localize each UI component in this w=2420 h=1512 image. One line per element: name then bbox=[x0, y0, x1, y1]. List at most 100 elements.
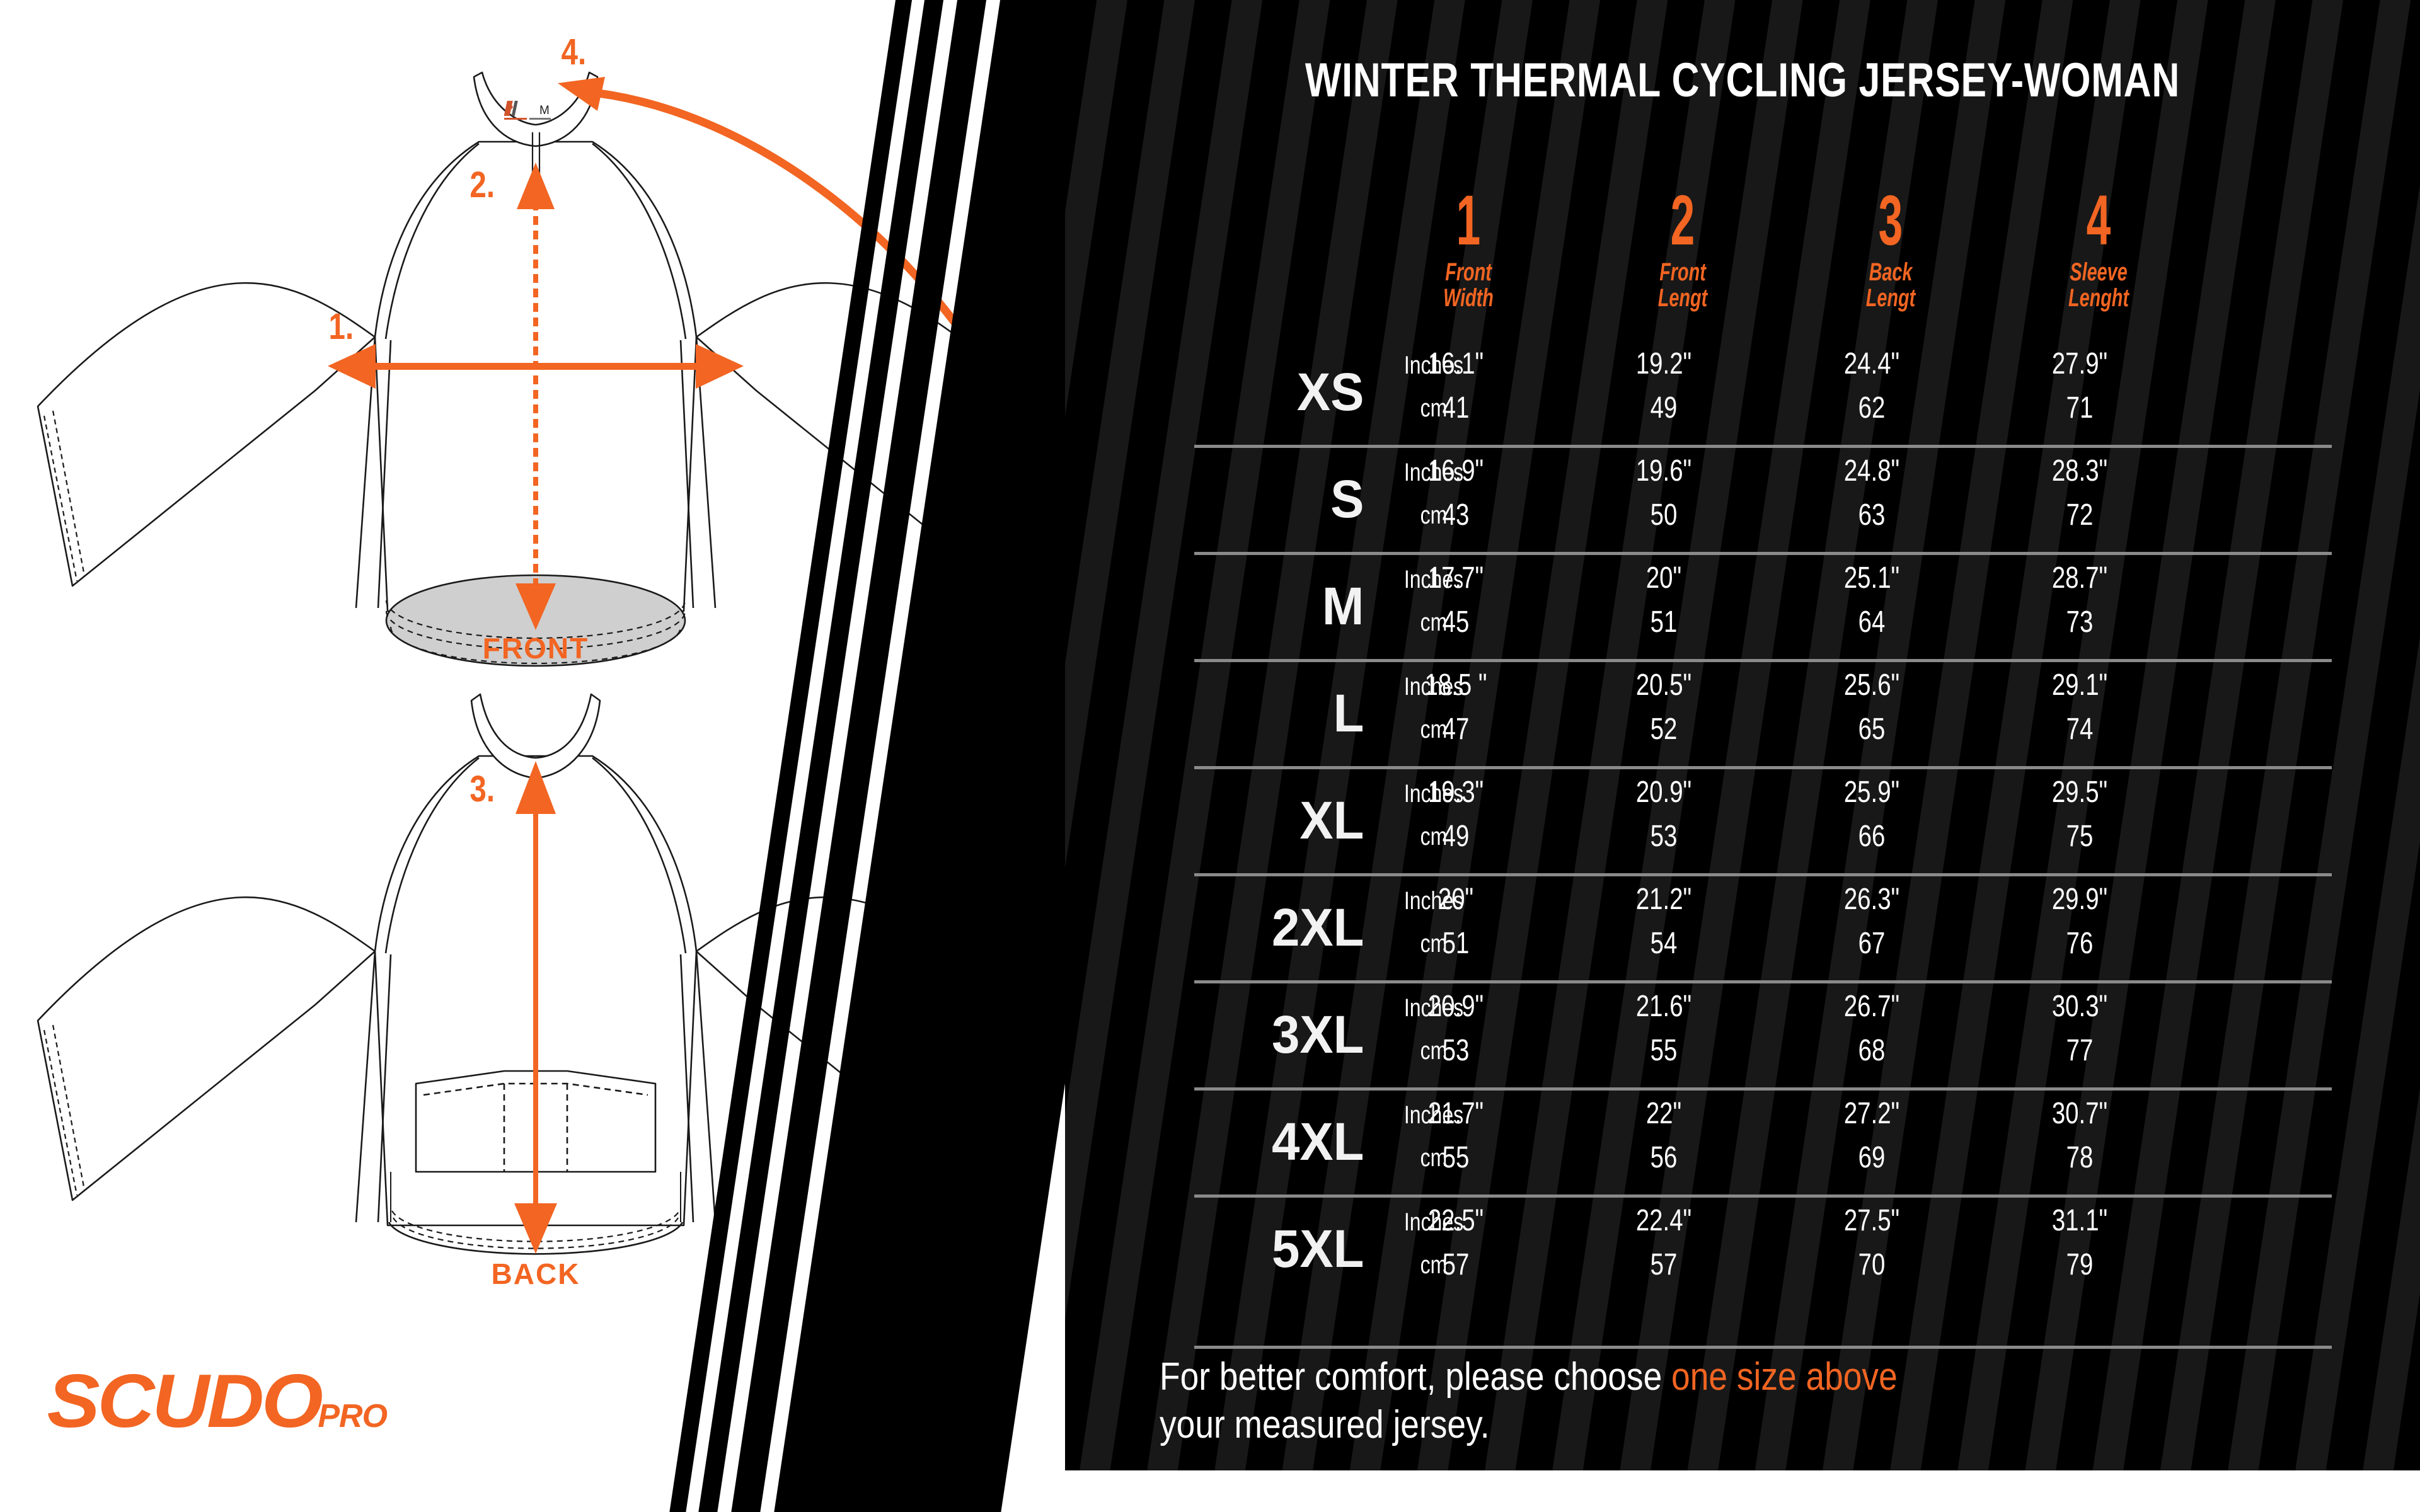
cell-inches: 27.5" bbox=[1843, 1204, 1900, 1237]
cell-inches: 25.6" bbox=[1843, 668, 1900, 702]
unit-label-cm: cm bbox=[1420, 930, 1448, 958]
cell-cm: 53 bbox=[1442, 1034, 1470, 1067]
size-label: S bbox=[1330, 469, 1364, 529]
cell-inches: 20.9" bbox=[1427, 990, 1484, 1023]
cell-cm: 53 bbox=[1650, 820, 1678, 853]
footer-note: For better comfort, please choose one si… bbox=[1160, 1353, 2211, 1449]
cell-cm: 70 bbox=[1858, 1248, 1886, 1281]
footer-separator bbox=[1194, 1346, 2332, 1349]
unit-label-cm: cm bbox=[1420, 609, 1448, 636]
table-row: 3XL Inches cm 20.9" 53 21.6" 55 26.7" 68 30.3" 77 bbox=[1065, 980, 2420, 1087]
table-row: 2XL Inches cm 20" 51 21.2" 54 26.3" 67 29.9" 76 bbox=[1065, 873, 2420, 980]
logo-sub-wordmark: PRO bbox=[318, 1398, 388, 1435]
table-row: M Inches cm 17.7" 45 20" 51 25.1" 64 28.7" 73 bbox=[1065, 552, 2420, 659]
measure-3-back-length-arrow bbox=[514, 761, 557, 1254]
row-separator bbox=[1194, 980, 2332, 983]
column-number-1: 1 bbox=[1456, 181, 1481, 260]
cell-inches: 20" bbox=[1645, 561, 1682, 595]
size-label: XL bbox=[1299, 791, 1364, 850]
cell-inches: 19.2" bbox=[1635, 347, 1692, 381]
cell-cm: 47 bbox=[1442, 713, 1470, 746]
unit-label-cm: cm bbox=[1420, 823, 1448, 850]
cell-cm: 45 bbox=[1442, 605, 1470, 639]
unit-label-cm: cm bbox=[1420, 1037, 1448, 1065]
cell-inches: 20.9" bbox=[1635, 776, 1692, 809]
svg-text:M: M bbox=[539, 104, 550, 117]
row-separator bbox=[1194, 1194, 2332, 1198]
cell-cm: 51 bbox=[1650, 605, 1678, 639]
table-row: 4XL Inches cm 21.7" 55 22" 56 27.2" 69 30.7" 78 bbox=[1065, 1087, 2420, 1194]
cell-inches: 29.5" bbox=[2051, 776, 2108, 809]
unit-label-inches: Inches bbox=[1403, 1101, 1464, 1129]
column-caption-4: Sleeve Lenght bbox=[2068, 258, 2129, 312]
cell-inches: 30.3" bbox=[2051, 990, 2108, 1023]
cell-inches: 16.9" bbox=[1427, 454, 1484, 488]
table-row: 5XL Inches cm 22.5" 57 22.4" 57 27.5" 70 31.1" 79 bbox=[1065, 1194, 2420, 1302]
front-view-label: FRONT bbox=[483, 632, 589, 665]
cell-inches: 26.3" bbox=[1843, 883, 1900, 916]
table-row: XL Inches cm 19.3" 49 20.9" 53 25.9" 66 29.5" 75 bbox=[1065, 766, 2420, 873]
cell-inches: 19.6" bbox=[1635, 454, 1692, 488]
unit-label-inches: Inches bbox=[1403, 1208, 1464, 1236]
cell-inches: 20" bbox=[1438, 883, 1474, 916]
cell-inches: 21.2" bbox=[1635, 883, 1692, 916]
logo-wordmark: SCUDO bbox=[47, 1359, 323, 1443]
row-separator bbox=[1194, 766, 2332, 769]
cell-inches: 26.7" bbox=[1843, 990, 1900, 1023]
unit-label-inches: Inches bbox=[1403, 459, 1464, 486]
column-caption-2: Front Lengt bbox=[1657, 258, 1708, 312]
cell-inches: 27.9" bbox=[2051, 347, 2108, 381]
cell-cm: 62 bbox=[1858, 391, 1886, 425]
cell-cm: 65 bbox=[1858, 713, 1886, 746]
footer-text-part1: For better comfort, please choose bbox=[1160, 1355, 1672, 1399]
cell-cm: 73 bbox=[2066, 605, 2094, 639]
unit-label-inches: Inches bbox=[1403, 673, 1464, 701]
row-separator bbox=[1194, 1087, 2332, 1091]
brand-logo: SCUDOPRO bbox=[47, 1358, 388, 1445]
table-row: XS Inches cm 16.1" 41 19.2" 49 24.4" 62 27.9" 71 bbox=[1065, 338, 2420, 445]
column-caption-3: Back Lengt bbox=[1865, 258, 1916, 312]
size-table: XS Inches cm 16.1" 41 19.2" 49 24.4" 62 27.9" 71 S I… bbox=[1065, 338, 2420, 1302]
column-number-4: 4 bbox=[2086, 181, 2111, 260]
cell-inches: 20.5" bbox=[1635, 668, 1692, 702]
cell-inches: 24.8" bbox=[1843, 454, 1900, 488]
cell-inches: 29.1" bbox=[2051, 668, 2108, 702]
cell-cm: 41 bbox=[1442, 391, 1470, 425]
cell-cm: 43 bbox=[1442, 498, 1470, 532]
cell-cm: 76 bbox=[2066, 927, 2094, 960]
cell-cm: 56 bbox=[1650, 1141, 1678, 1174]
row-separator bbox=[1194, 445, 2332, 448]
size-label: L bbox=[1333, 684, 1364, 743]
cell-inches: 31.1" bbox=[2051, 1204, 2108, 1237]
page-title: WINTER THERMAL CYCLING JERSEY-WOMAN bbox=[1305, 54, 2181, 107]
cell-inches: 28.7" bbox=[2051, 561, 2108, 595]
table-row: L Inches cm 18.5 " 47 20.5" 52 25.6" 65 29.1" 74 bbox=[1065, 659, 2420, 766]
measure-2-front-length-arrow bbox=[516, 163, 556, 630]
cell-inches: 29.9" bbox=[2051, 883, 2108, 916]
cell-inches: 25.1" bbox=[1843, 561, 1900, 595]
stripe-background bbox=[1065, 0, 2420, 1470]
cell-cm: 55 bbox=[1650, 1034, 1678, 1067]
footer-text-part2: your measured jersey. bbox=[1160, 1403, 1490, 1446]
footer-highlight: one size above bbox=[1671, 1355, 1898, 1399]
cell-cm: 52 bbox=[1650, 713, 1678, 746]
size-label: 3XL bbox=[1272, 1005, 1364, 1064]
cell-inches: 19.3" bbox=[1427, 776, 1484, 809]
size-label: 2XL bbox=[1272, 898, 1364, 957]
cell-inches: 28.3" bbox=[2051, 454, 2108, 488]
cell-cm: 63 bbox=[1858, 498, 1886, 532]
collar-back bbox=[470, 693, 601, 779]
row-separator bbox=[1194, 552, 2332, 555]
row-separator bbox=[1194, 659, 2332, 662]
unit-label-cm: cm bbox=[1420, 1251, 1448, 1279]
cell-inches: 27.2" bbox=[1843, 1097, 1900, 1130]
cell-inches: 24.4" bbox=[1843, 347, 1900, 381]
column-header-4: 4 Sleeve Lenght bbox=[2004, 181, 2193, 312]
cell-inches: 21.7" bbox=[1427, 1097, 1484, 1130]
unit-label-cm: cm bbox=[1420, 501, 1448, 529]
cell-cm: 79 bbox=[2066, 1248, 2094, 1281]
unit-label-inches: Inches bbox=[1403, 352, 1464, 379]
cell-cm: 64 bbox=[1858, 605, 1886, 639]
left-sleeve-front bbox=[37, 282, 376, 587]
column-header-1: 1 Front Width bbox=[1374, 181, 1563, 311]
